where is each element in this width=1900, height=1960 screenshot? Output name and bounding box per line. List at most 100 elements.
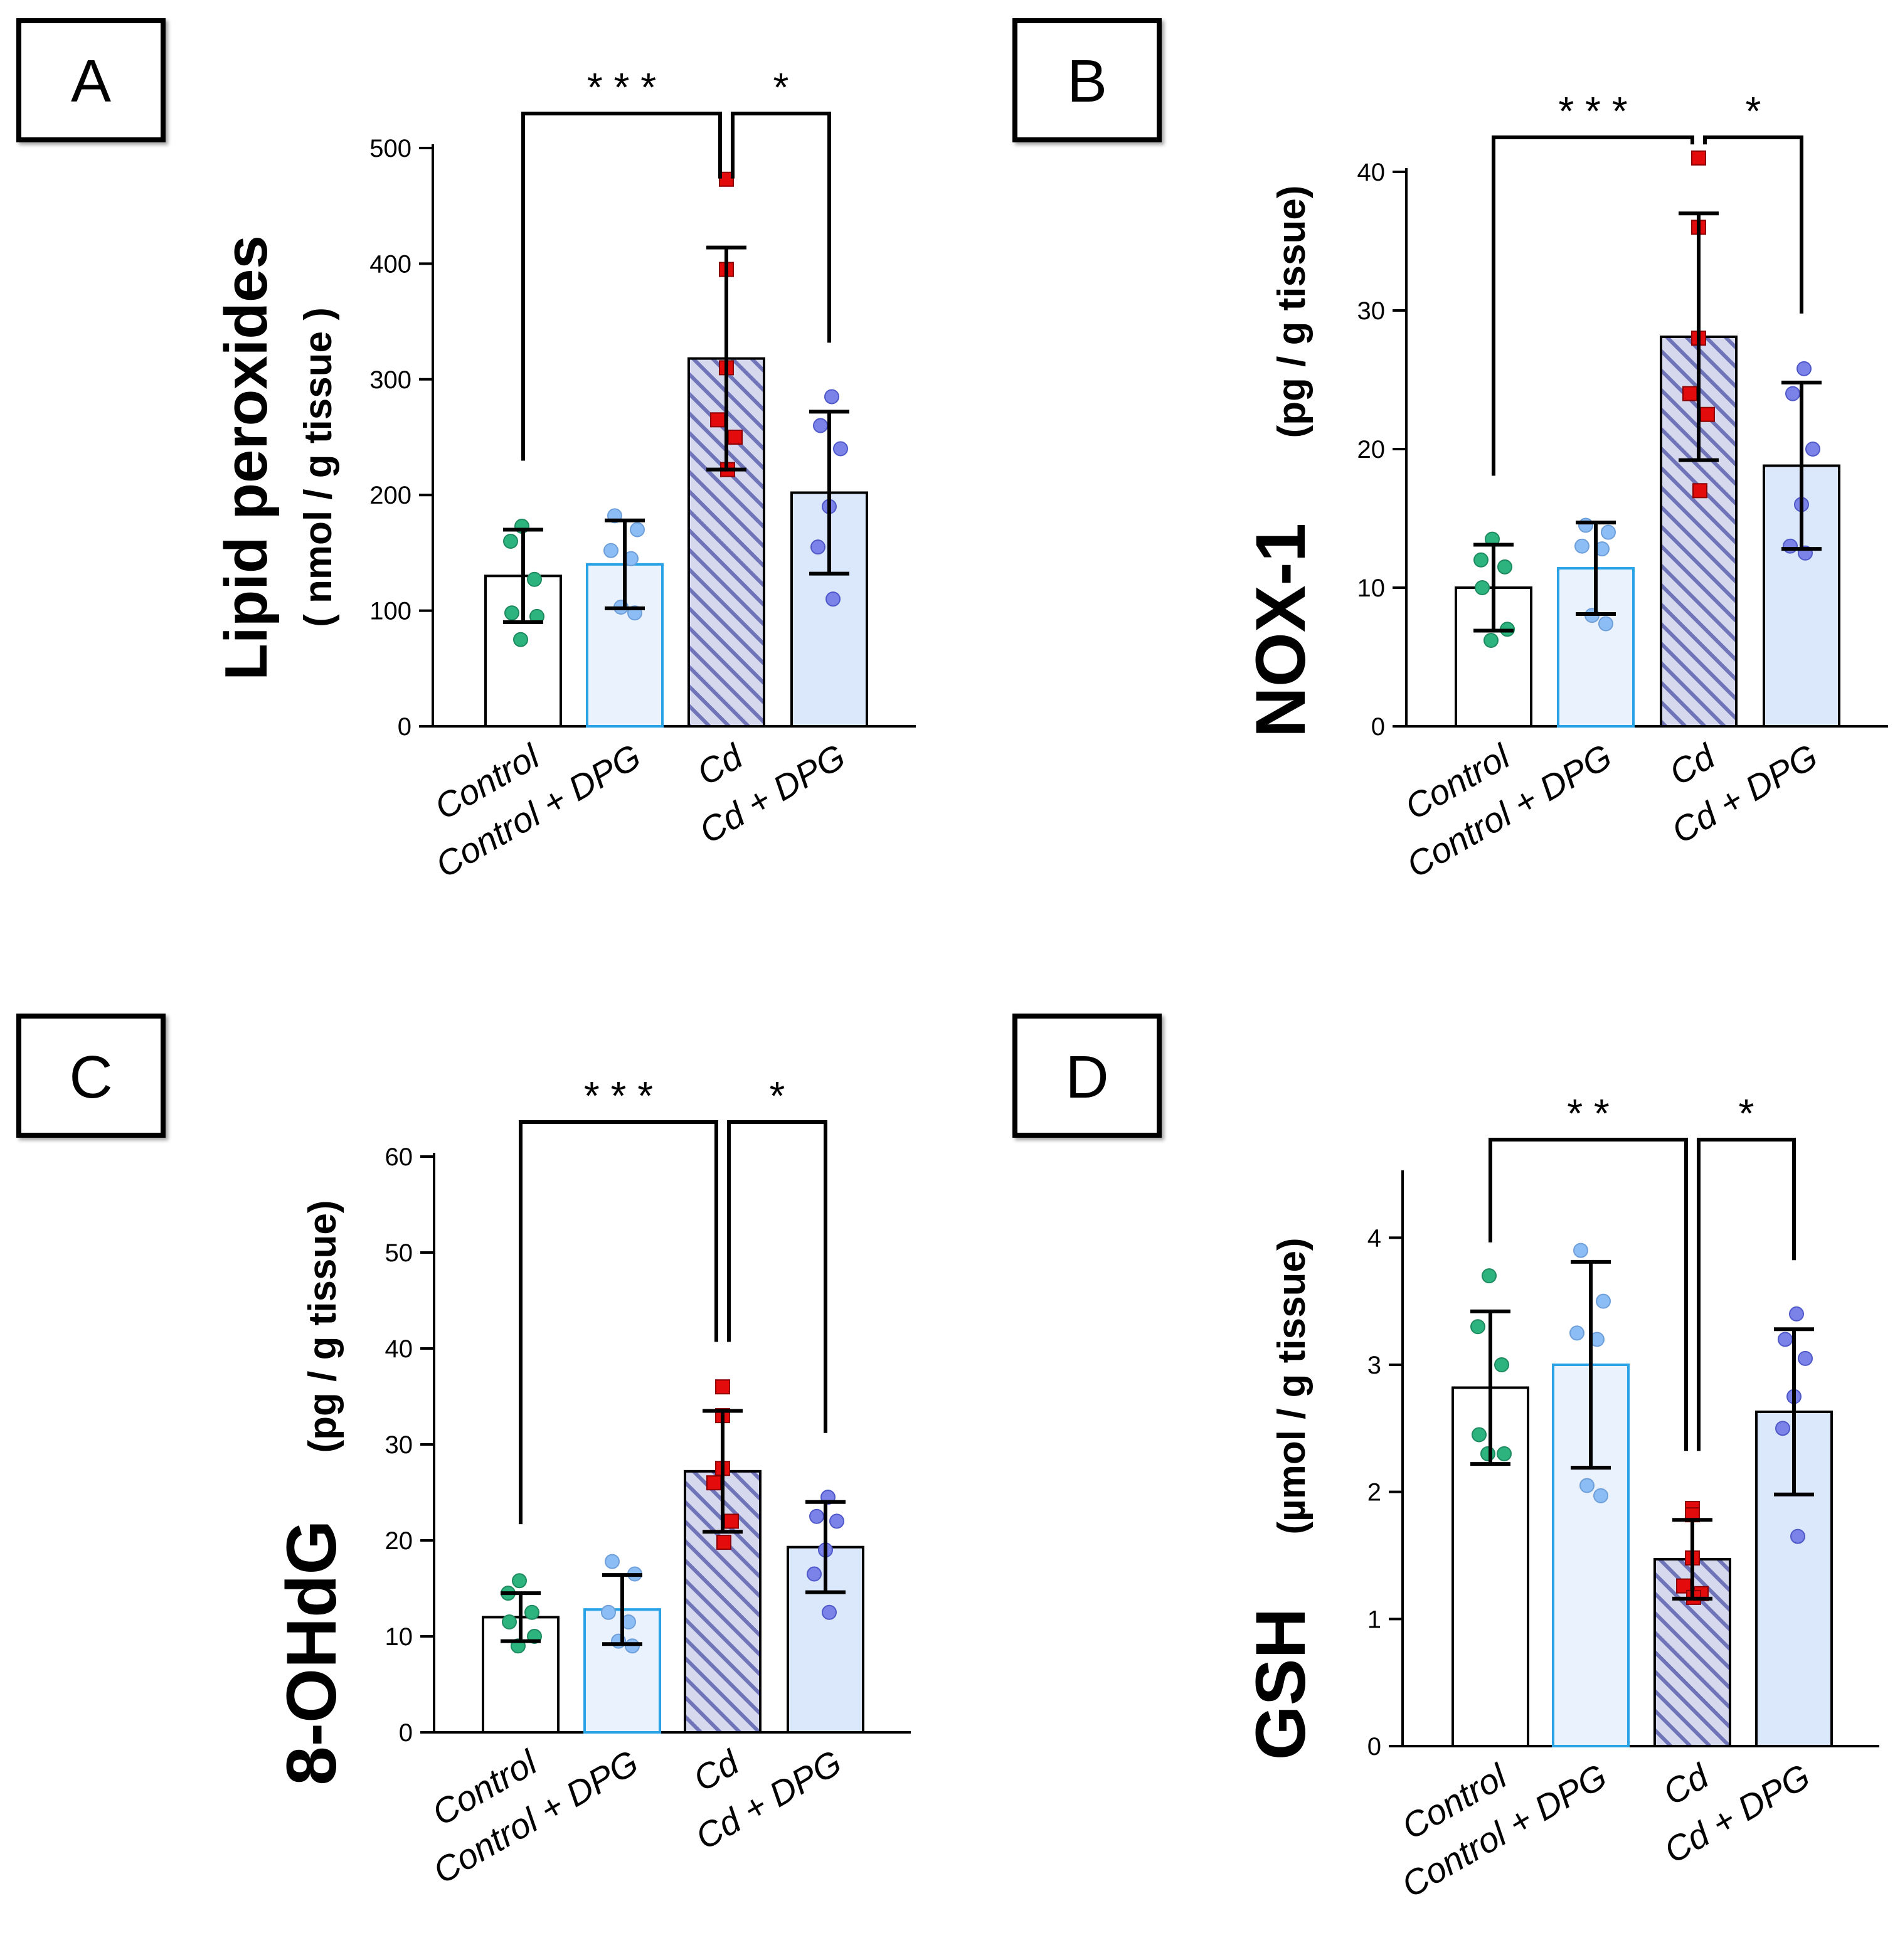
y-tick-label: 0 [399,1719,413,1747]
panel-d-label-box [1012,1014,1162,1138]
data-point [809,1508,824,1524]
y-tick-label: 20 [385,1527,413,1555]
y-tick-label: 1 [1367,1606,1381,1633]
data-point [719,171,734,187]
data-point [1598,616,1613,632]
y-tick-label: 20 [1357,436,1386,464]
significance-bracket [1489,1138,1688,1451]
y-tick-label: 10 [385,1623,413,1651]
panel-d-ylabel-unit: (µmol / g tissue) [1270,1237,1314,1534]
data-point [1472,1427,1487,1443]
data-point [1494,1357,1509,1372]
category-label: Cd [690,736,750,793]
data-point [625,1638,640,1654]
data-point [810,539,825,555]
data-point [1691,150,1706,166]
y-tick-label: 2 [1367,1479,1381,1507]
data-point [1790,1528,1805,1544]
panel-a: A Lipid peroxides ( nmol / g tissue ) 0 1… [16,18,916,885]
y-tick-label: 100 [369,598,411,625]
significance-label: * [773,65,789,110]
panel-b-ylabel-unit: (pg / g tissue) [1270,186,1314,438]
data-point [1601,524,1616,540]
data-point [601,1604,616,1620]
panel-d-label: D [1065,1044,1108,1111]
data-point [1785,386,1800,401]
data-point [630,522,645,538]
data-point [1475,580,1490,595]
y-tick-label: 10 [1357,575,1386,602]
data-point [1473,552,1489,568]
y-tick-label: 40 [385,1335,413,1363]
data-point [1569,1325,1584,1341]
data-point [524,1604,539,1620]
data-point [715,1379,730,1395]
data-point [724,1513,739,1529]
panel-a-ylabel-unit: ( nmol / g tissue ) [297,307,340,627]
data-point [1682,386,1697,401]
panel-d: D GSH (µmol / g tissue) 01234ControlCont… [1012,1014,1879,1905]
y-tick-label: 4 [1367,1224,1381,1252]
data-point [1574,538,1590,554]
significance-label: * [1739,1091,1754,1136]
data-point [1789,1306,1804,1322]
data-point [1497,1446,1512,1461]
significance-label: * [770,1073,785,1118]
data-point [1483,632,1499,648]
category-label: Cd [1656,1756,1716,1813]
y-tick-label: 30 [1357,297,1386,325]
data-point [1593,1488,1608,1503]
significance-label: * * [1567,1091,1610,1136]
significance-label: * * * [587,65,656,110]
data-point [710,412,725,428]
y-tick-label: 3 [1367,1352,1381,1379]
panel-d-ylabel-main: GSH [1241,1608,1320,1761]
y-tick-label: 400 [369,250,411,278]
panel-a-ylabel-main: Lipid peroxides [213,235,280,680]
significance-label: * [1746,88,1761,134]
data-point [706,1475,721,1491]
data-point [1775,1421,1790,1436]
significance-bracket [727,1120,827,1433]
data-point [833,441,848,457]
data-point [824,389,839,405]
data-point [503,533,518,549]
data-point [1783,538,1798,554]
significance-bracket [1697,1138,1796,1451]
data-point [1573,1242,1588,1258]
panel-c-ylabel-unit: (pg / g tissue) [301,1200,344,1453]
panel-b-ylabel-main: NOX-1 [1241,523,1320,738]
data-point [1778,1332,1793,1347]
data-point [527,571,542,587]
significance-bracket [521,112,722,461]
category-label: Cd [1662,736,1722,793]
data-point [728,430,743,445]
data-point [1578,517,1593,533]
data-point [512,1573,527,1589]
significance-bracket [731,112,831,343]
y-tick-label: 40 [1357,159,1386,186]
data-point [813,418,828,433]
y-tick-label: 0 [1367,1733,1381,1761]
significance-bracket [519,1120,718,1525]
data-point [807,1566,822,1582]
data-point [1700,406,1715,422]
panel-a-label: A [71,48,111,115]
data-point [1805,442,1820,457]
significance-label: * * * [1558,88,1627,134]
y-tick-label: 30 [385,1431,413,1459]
significance-bracket [1703,135,1803,314]
data-point [1480,1446,1495,1461]
data-point [1470,1319,1485,1335]
data-point [716,1535,731,1550]
y-tick-label: 200 [369,482,411,509]
panel-b-label-box [1012,18,1162,142]
data-point [504,605,519,621]
panel-c: C 8-OHdG (pg / g tissue) 0102030405060Co… [16,1014,911,1891]
significance-bracket [1492,135,1694,476]
